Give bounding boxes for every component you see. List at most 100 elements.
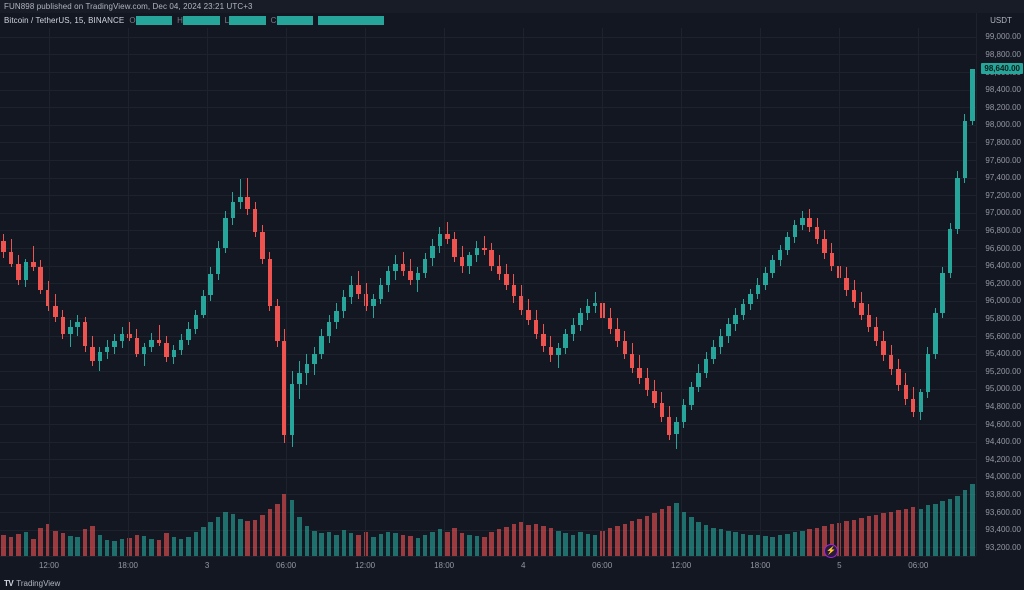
candle-wick	[446, 221, 448, 245]
candle-body	[378, 285, 384, 300]
price-tick-label: 99,000.00	[985, 32, 1021, 42]
volume-bar	[681, 511, 687, 556]
candle-wick	[239, 179, 241, 210]
candle-body	[60, 316, 66, 335]
price-gridline	[0, 529, 976, 531]
volume-bar	[201, 526, 206, 556]
price-tick-label: 95,400.00	[985, 349, 1021, 359]
time-gridline	[523, 28, 525, 556]
volume-bar	[585, 533, 591, 556]
price-tick-label: 93,400.00	[985, 525, 1021, 535]
volume-bar	[378, 533, 384, 556]
price-gridline	[0, 388, 976, 390]
price-gridline	[0, 160, 976, 161]
time-gridline	[681, 28, 683, 556]
candle-body	[134, 337, 140, 354]
volume-bar	[289, 499, 295, 556]
volume-bar	[888, 511, 894, 556]
price-tick-label: 96,400.00	[985, 261, 1021, 271]
volume-bar	[918, 509, 923, 556]
time-gridline	[365, 28, 367, 556]
current-price-badge[interactable]: 98,640.00	[981, 63, 1023, 74]
volume-bar	[511, 524, 517, 556]
volume-bar	[193, 531, 199, 556]
volume-bar	[896, 510, 901, 556]
price-tick-label: 96,200.00	[985, 278, 1021, 288]
candle-body	[703, 358, 709, 373]
candle-body	[763, 272, 768, 285]
price-gridline	[0, 89, 976, 91]
candle-body	[319, 336, 324, 354]
volume-bar	[104, 540, 110, 556]
candle-body	[881, 341, 886, 356]
legend-change: +608.57 (+0.62%)	[318, 16, 384, 25]
candle-body	[859, 302, 864, 315]
candle-body	[393, 263, 398, 271]
legend-symbol[interactable]: Bitcoin / TetherUS, 15, BINANCE	[4, 16, 125, 25]
candle-body	[112, 341, 117, 347]
legend-open-value: 98,031.43	[135, 16, 173, 25]
volume-bar	[925, 505, 931, 556]
price-gridline	[0, 318, 976, 320]
candle-body	[38, 267, 43, 291]
candle-body	[356, 285, 361, 294]
volume-bar	[459, 533, 465, 556]
candle-body	[726, 323, 731, 336]
candle-body	[23, 262, 29, 280]
price-gridline	[0, 54, 976, 56]
price-gridline	[0, 459, 976, 461]
candle-body	[851, 290, 857, 303]
candle-body	[482, 248, 487, 250]
price-tick-label: 97,800.00	[985, 137, 1021, 147]
candle-body	[659, 402, 665, 417]
volume-bar	[504, 526, 509, 556]
candle-body	[496, 265, 502, 275]
candle-body	[201, 295, 206, 315]
candle-body	[733, 314, 738, 324]
volume-bar	[8, 537, 14, 556]
volume-bar	[644, 515, 650, 556]
volume-bar	[851, 519, 857, 556]
candle-body	[230, 202, 236, 218]
candle-body	[556, 348, 561, 356]
time-gridline	[602, 28, 604, 556]
candle-wick	[417, 267, 419, 292]
chart-pane[interactable]	[0, 28, 976, 556]
candle-body	[267, 258, 273, 307]
candle-wick	[158, 325, 160, 347]
price-gridline	[0, 177, 976, 179]
time-gridline	[444, 28, 446, 556]
candle-body	[104, 346, 110, 352]
volume-bar	[53, 530, 58, 556]
volume-bar	[238, 518, 243, 556]
volume-bar	[82, 529, 88, 556]
candle-body	[53, 306, 58, 317]
time-gridline	[760, 28, 762, 556]
legend-open-label: O	[129, 16, 136, 25]
candle-body	[489, 249, 494, 266]
legend-high-label: H	[177, 16, 184, 25]
volume-bar	[592, 535, 598, 556]
volume-bar	[119, 539, 125, 556]
flash-badge-icon[interactable]: ⚡	[824, 544, 838, 558]
candle-body	[504, 274, 509, 285]
candle-body	[873, 327, 879, 342]
candle-body	[297, 373, 302, 384]
volume-bar	[881, 513, 886, 556]
candle-body	[711, 346, 716, 359]
volume-bar	[836, 522, 842, 556]
candle-body	[171, 350, 177, 358]
price-tick-label: 97,600.00	[985, 155, 1021, 165]
time-axis[interactable]: 12:00 18:00 3 06:00 12:00 18:00 4 06:00 12:00 18:…	[0, 556, 976, 576]
volume-bar	[814, 527, 820, 556]
candle-body	[371, 299, 376, 306]
candle-body	[75, 321, 80, 328]
candle-body	[519, 295, 524, 310]
price-tick-label: 98,800.00	[985, 49, 1021, 59]
volume-bar	[556, 530, 561, 556]
time-gridline	[128, 28, 129, 556]
volume-bar	[519, 522, 524, 556]
price-axis[interactable]: USDT 99,000.0098,800.0098,600.0098,400.0…	[976, 13, 1024, 556]
volume-bar	[68, 535, 73, 556]
volume-bar	[526, 525, 531, 556]
